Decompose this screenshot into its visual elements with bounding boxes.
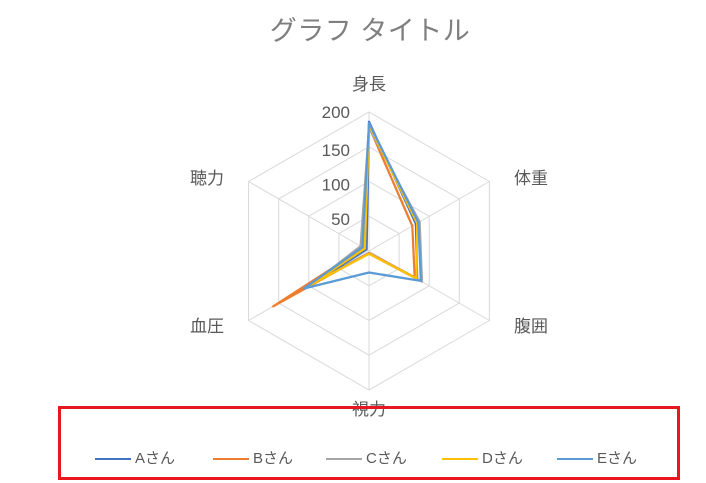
svg-text:体重: 体重 xyxy=(514,169,548,188)
svg-text:血圧: 血圧 xyxy=(190,317,224,336)
svg-text:腹囲: 腹囲 xyxy=(514,317,548,336)
svg-text:聴力: 聴力 xyxy=(190,169,224,188)
svg-text:身長: 身長 xyxy=(352,75,386,94)
svg-text:200: 200 xyxy=(322,103,350,122)
svg-text:100: 100 xyxy=(322,176,350,195)
svg-text:50: 50 xyxy=(331,210,350,229)
svg-text:150: 150 xyxy=(322,141,350,160)
